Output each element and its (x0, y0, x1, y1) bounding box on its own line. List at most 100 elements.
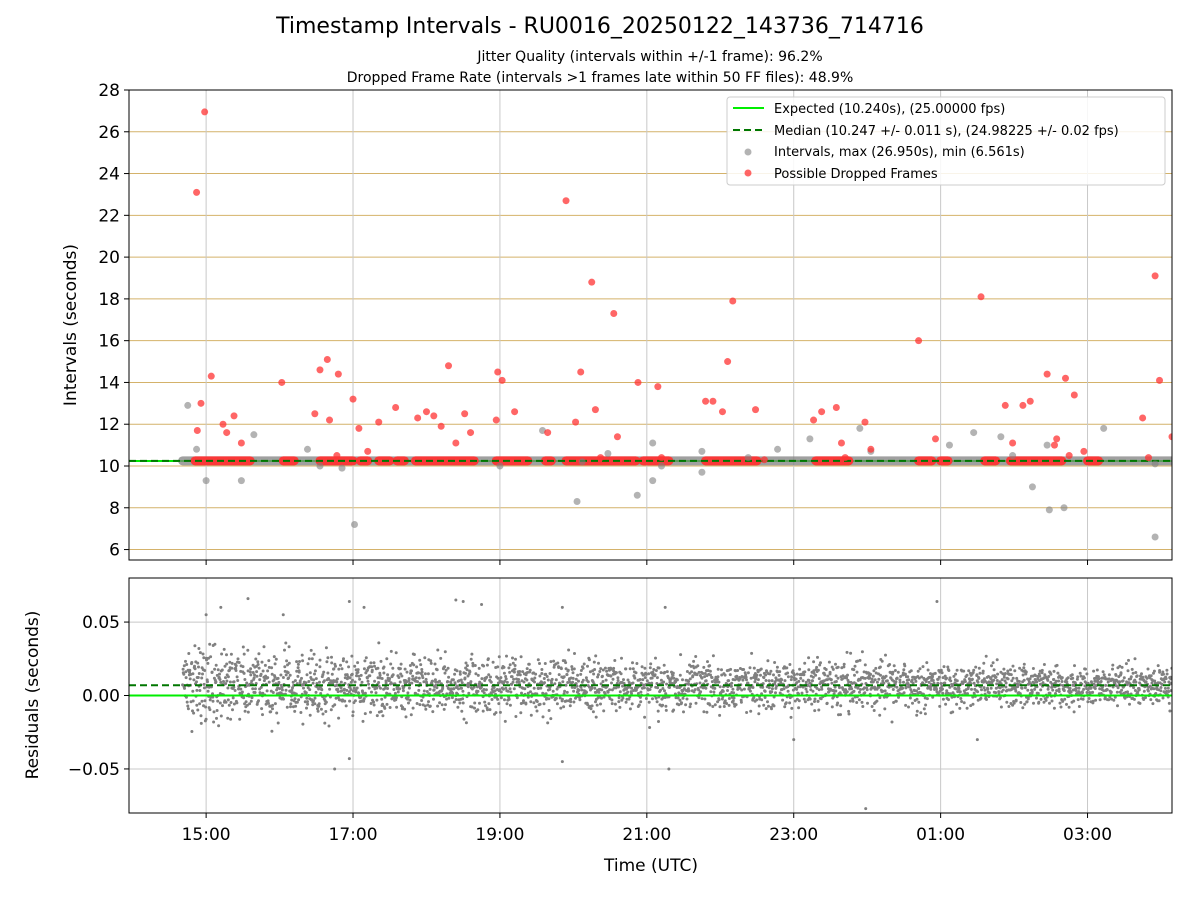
residual-point (856, 659, 860, 663)
residual-point (925, 661, 929, 665)
interval-point (1151, 460, 1159, 468)
residual-point (229, 652, 233, 656)
dropped-frame-point (1019, 401, 1027, 409)
dropped-frame-point (207, 372, 215, 380)
residual-point (202, 686, 206, 690)
residual-point (764, 679, 768, 682)
residual-point (777, 673, 781, 677)
residual-point (813, 700, 816, 703)
residual-point (267, 680, 271, 684)
residual-point (853, 673, 856, 677)
residual-point (552, 659, 556, 663)
residual-point (812, 660, 816, 664)
residual-point (921, 681, 925, 685)
residual-point (651, 670, 655, 674)
dropped-frame-point (1065, 452, 1073, 460)
residual-point (336, 687, 340, 691)
residual-point (447, 696, 451, 700)
residual-point (491, 660, 495, 664)
residual-point (233, 689, 237, 692)
residual-point (446, 666, 450, 670)
residual-point (872, 669, 876, 673)
interval-point (945, 441, 953, 449)
residual-point (184, 695, 188, 699)
dropped-frame-point (201, 108, 209, 116)
residual-point (381, 702, 385, 706)
residual-point (994, 675, 998, 679)
residual-point (514, 657, 517, 661)
residual-point (496, 665, 500, 669)
residual-point (185, 700, 189, 704)
dropped-frame-point (392, 404, 400, 412)
residual-point (563, 689, 567, 693)
residual-point (372, 661, 376, 665)
residual-point (654, 696, 658, 700)
residual-point (811, 679, 814, 683)
residual-point (307, 680, 311, 683)
residual-point (909, 669, 913, 673)
residual-point (417, 671, 420, 675)
residual-point (408, 681, 412, 685)
residual-point (373, 679, 377, 683)
residual-point (293, 709, 297, 713)
residual-point (987, 691, 991, 695)
residual-point (195, 703, 199, 707)
residual-point (922, 707, 926, 711)
residual-point (1032, 681, 1036, 685)
residual-point (224, 676, 227, 680)
residual-point (817, 677, 821, 681)
residual-point (352, 686, 356, 690)
residual-point (826, 674, 830, 678)
residual-point (549, 660, 553, 664)
residual-point (662, 663, 666, 667)
residual-point (512, 670, 516, 674)
residual-point (976, 690, 980, 694)
interval-point (1009, 452, 1017, 460)
dropped-frame-point (230, 412, 238, 420)
residual-point (322, 679, 326, 683)
legend: Expected (10.240s), (25.00000 fps) Media… (726, 96, 1166, 186)
residual-point (644, 697, 648, 700)
residual-point (362, 667, 366, 671)
residual-point (600, 688, 604, 692)
residual-point (711, 705, 715, 708)
residual-point (1009, 673, 1013, 677)
residual-point (755, 698, 759, 702)
residual-point (225, 662, 229, 666)
residual-point (845, 650, 849, 654)
dropped-frame-point (841, 454, 849, 462)
residual-point (461, 697, 465, 701)
residual-point (830, 681, 834, 685)
residual-outlier-point (219, 605, 223, 609)
residual-point (532, 701, 536, 705)
residual-point (891, 688, 895, 691)
residual-point (870, 705, 874, 708)
residual-point (740, 688, 744, 692)
residual-point (296, 662, 300, 666)
residual-point (1026, 697, 1030, 701)
residual-point (347, 690, 351, 694)
residual-point (312, 678, 316, 682)
residual-point (458, 672, 462, 676)
residual-point (936, 681, 940, 685)
residual-point (1015, 676, 1019, 680)
residual-point (1154, 692, 1158, 695)
residual-point (444, 668, 448, 672)
residual-point (1060, 680, 1064, 683)
residual-point (884, 674, 888, 678)
residual-point (232, 702, 236, 706)
residual-point (859, 688, 862, 691)
residual-point (908, 696, 912, 700)
residual-point (907, 678, 911, 682)
residual-point (293, 697, 297, 701)
residual-point (224, 700, 228, 704)
residual-point (254, 657, 258, 661)
residual-point (403, 667, 407, 671)
residual-point (955, 702, 959, 706)
residual-point (372, 703, 376, 707)
residual-point (256, 660, 260, 664)
residual-point (275, 711, 279, 715)
residual-point (606, 690, 610, 694)
residual-point (501, 687, 505, 691)
residual-outlier-point (454, 598, 458, 602)
